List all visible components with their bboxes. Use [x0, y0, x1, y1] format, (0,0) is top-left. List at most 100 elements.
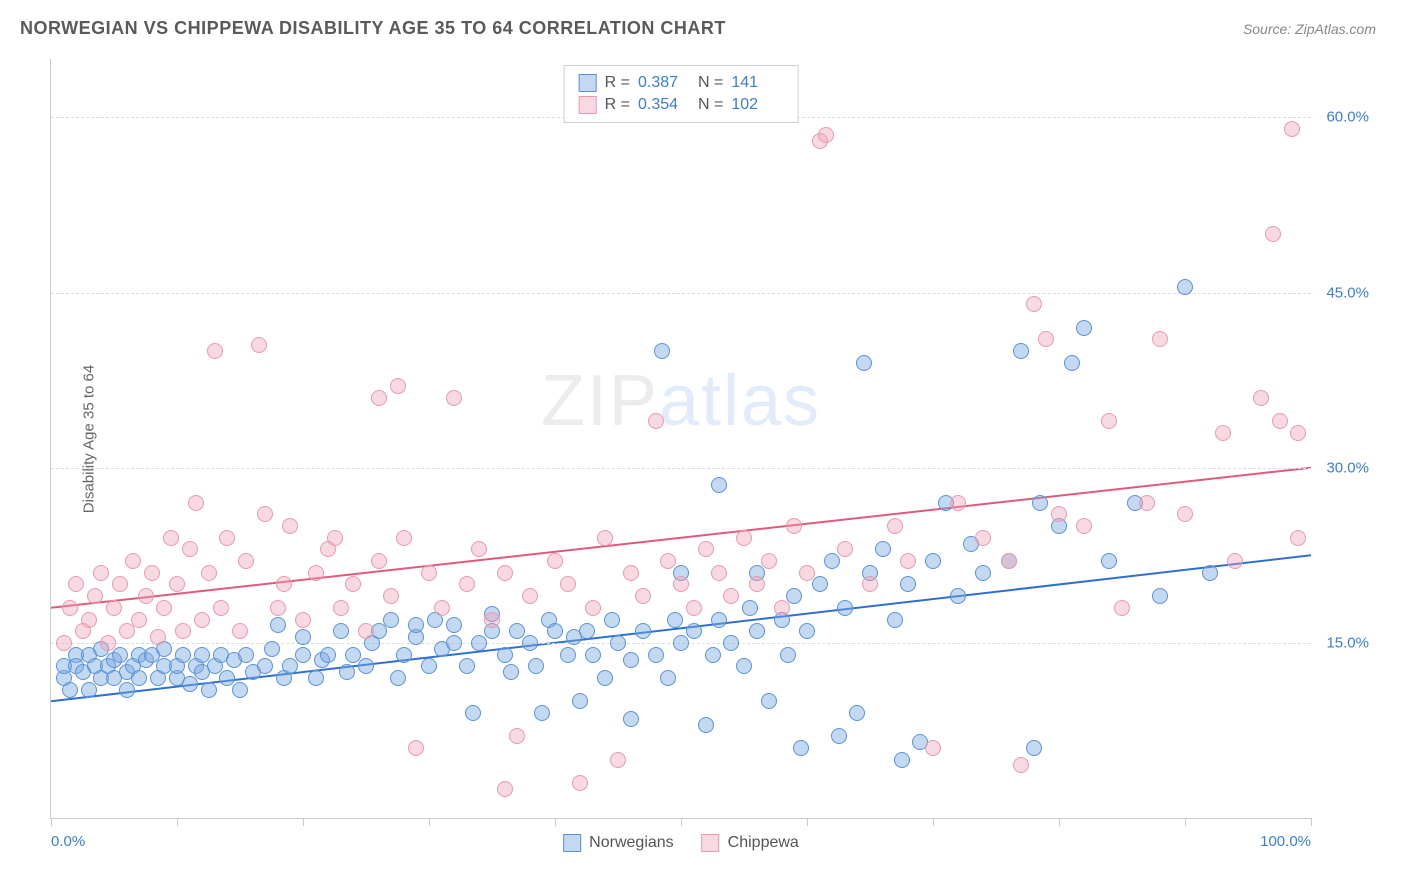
data-point — [339, 664, 355, 680]
data-point — [1038, 331, 1054, 347]
data-point — [749, 576, 765, 592]
data-point — [396, 530, 412, 546]
data-point — [327, 530, 343, 546]
data-point — [1026, 740, 1042, 756]
r-value-chippewa: 0.354 — [638, 96, 690, 114]
x-tick — [555, 818, 556, 826]
data-point — [711, 565, 727, 581]
data-point — [1101, 553, 1117, 569]
x-tick — [177, 818, 178, 826]
r-label: R = — [605, 96, 630, 114]
data-point — [421, 565, 437, 581]
data-point — [900, 576, 916, 592]
data-point — [667, 612, 683, 628]
data-point — [1152, 331, 1168, 347]
data-point — [276, 576, 292, 592]
data-point — [1290, 425, 1306, 441]
data-point — [862, 576, 878, 592]
swatch-chippewa — [579, 96, 597, 114]
data-point — [163, 530, 179, 546]
data-point — [749, 623, 765, 639]
data-point — [623, 711, 639, 727]
data-point — [1013, 343, 1029, 359]
data-point — [856, 355, 872, 371]
data-point — [1114, 600, 1130, 616]
x-tick — [429, 818, 430, 826]
data-point — [786, 588, 802, 604]
data-point — [635, 623, 651, 639]
data-point — [887, 518, 903, 534]
data-point — [623, 652, 639, 668]
data-point — [654, 343, 670, 359]
data-point — [560, 647, 576, 663]
data-point — [1101, 413, 1117, 429]
data-point — [1227, 553, 1243, 569]
data-point — [975, 530, 991, 546]
data-point — [793, 740, 809, 756]
data-point — [81, 682, 97, 698]
data-point — [112, 576, 128, 592]
data-point — [597, 670, 613, 686]
data-point — [497, 781, 513, 797]
data-point — [1064, 355, 1080, 371]
data-point — [522, 588, 538, 604]
data-point — [572, 693, 588, 709]
data-point — [503, 664, 519, 680]
trend-lines-svg — [51, 59, 1311, 818]
data-point — [780, 647, 796, 663]
data-point — [125, 553, 141, 569]
data-point — [459, 658, 475, 674]
y-tick-label: 45.0% — [1326, 284, 1369, 301]
r-value-norwegians: 0.387 — [638, 74, 690, 92]
gridline — [51, 293, 1311, 294]
data-point — [333, 623, 349, 639]
data-point — [528, 658, 544, 674]
y-tick-label: 15.0% — [1326, 634, 1369, 651]
data-point — [201, 682, 217, 698]
data-point — [282, 658, 298, 674]
data-point — [900, 553, 916, 569]
data-point — [333, 600, 349, 616]
data-point — [421, 658, 437, 674]
legend-row-norwegians: R = 0.387 N = 141 — [579, 72, 784, 94]
x-tick — [933, 818, 934, 826]
data-point — [761, 693, 777, 709]
gridline — [51, 468, 1311, 469]
x-axis-min-label: 0.0% — [51, 833, 85, 850]
data-point — [1215, 425, 1231, 441]
data-point — [875, 541, 891, 557]
data-point — [232, 682, 248, 698]
data-point — [648, 413, 664, 429]
data-point — [100, 635, 116, 651]
data-point — [465, 705, 481, 721]
data-point — [138, 588, 154, 604]
data-point — [169, 576, 185, 592]
data-point — [572, 775, 588, 791]
data-point — [56, 635, 72, 651]
data-point — [698, 541, 714, 557]
data-point — [623, 565, 639, 581]
n-value-chippewa: 102 — [731, 96, 783, 114]
legend-label-norwegians: Norwegians — [589, 834, 673, 852]
data-point — [585, 600, 601, 616]
x-tick — [303, 818, 304, 826]
n-value-norwegians: 141 — [731, 74, 783, 92]
data-point — [547, 553, 563, 569]
data-point — [812, 576, 828, 592]
n-label: N = — [698, 74, 723, 92]
data-point — [238, 553, 254, 569]
data-point — [238, 647, 254, 663]
data-point — [295, 612, 311, 628]
data-point — [597, 530, 613, 546]
data-point — [698, 717, 714, 733]
data-point — [1032, 495, 1048, 511]
data-point — [837, 541, 853, 557]
data-point — [673, 576, 689, 592]
data-point — [534, 705, 550, 721]
data-point — [358, 623, 374, 639]
data-point — [194, 612, 210, 628]
data-point — [131, 670, 147, 686]
data-point — [408, 740, 424, 756]
data-point — [604, 612, 620, 628]
data-point — [849, 705, 865, 721]
